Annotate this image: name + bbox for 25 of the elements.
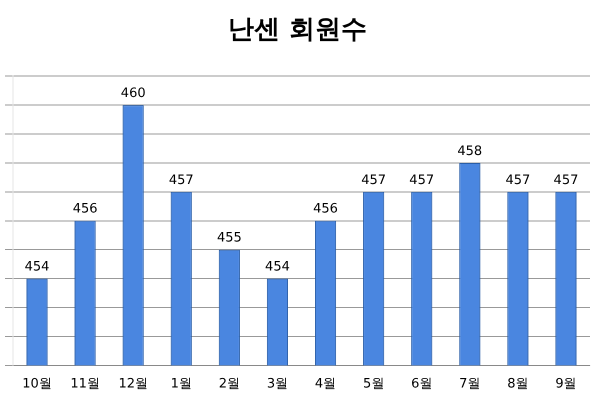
x-tick-label: 6월 (411, 376, 432, 392)
x-tick-label: 3월 (266, 376, 288, 392)
data-label: 454 (24, 260, 50, 275)
x-tick-label: 10월 (22, 376, 52, 392)
x-tick-label: 9월 (555, 376, 577, 392)
x-tick-label: 11월 (70, 376, 100, 392)
x-tick-label: 4월 (314, 376, 336, 392)
data-label: 458 (457, 144, 482, 159)
data-label: 456 (313, 202, 338, 217)
data-label: 457 (409, 172, 434, 188)
x-tick-label: 1월 (170, 376, 192, 392)
data-label: 457 (361, 172, 386, 188)
data-label: 457 (554, 172, 578, 188)
data-label: 455 (216, 230, 242, 246)
data-label: 456 (72, 202, 98, 217)
data-label: 460 (120, 86, 146, 101)
x-tick-label: 12월 (118, 376, 148, 392)
data-label: 457 (168, 172, 194, 188)
x-tick-label: 8월 (507, 376, 529, 392)
data-label: 454 (265, 260, 290, 275)
x-tick-label: 7월 (459, 376, 480, 392)
data-label: 457 (505, 172, 530, 188)
x-tick-label: 5월 (362, 376, 384, 392)
x-tick-label: 2월 (218, 376, 240, 392)
chart-title: 난센 회원수 (228, 14, 368, 44)
